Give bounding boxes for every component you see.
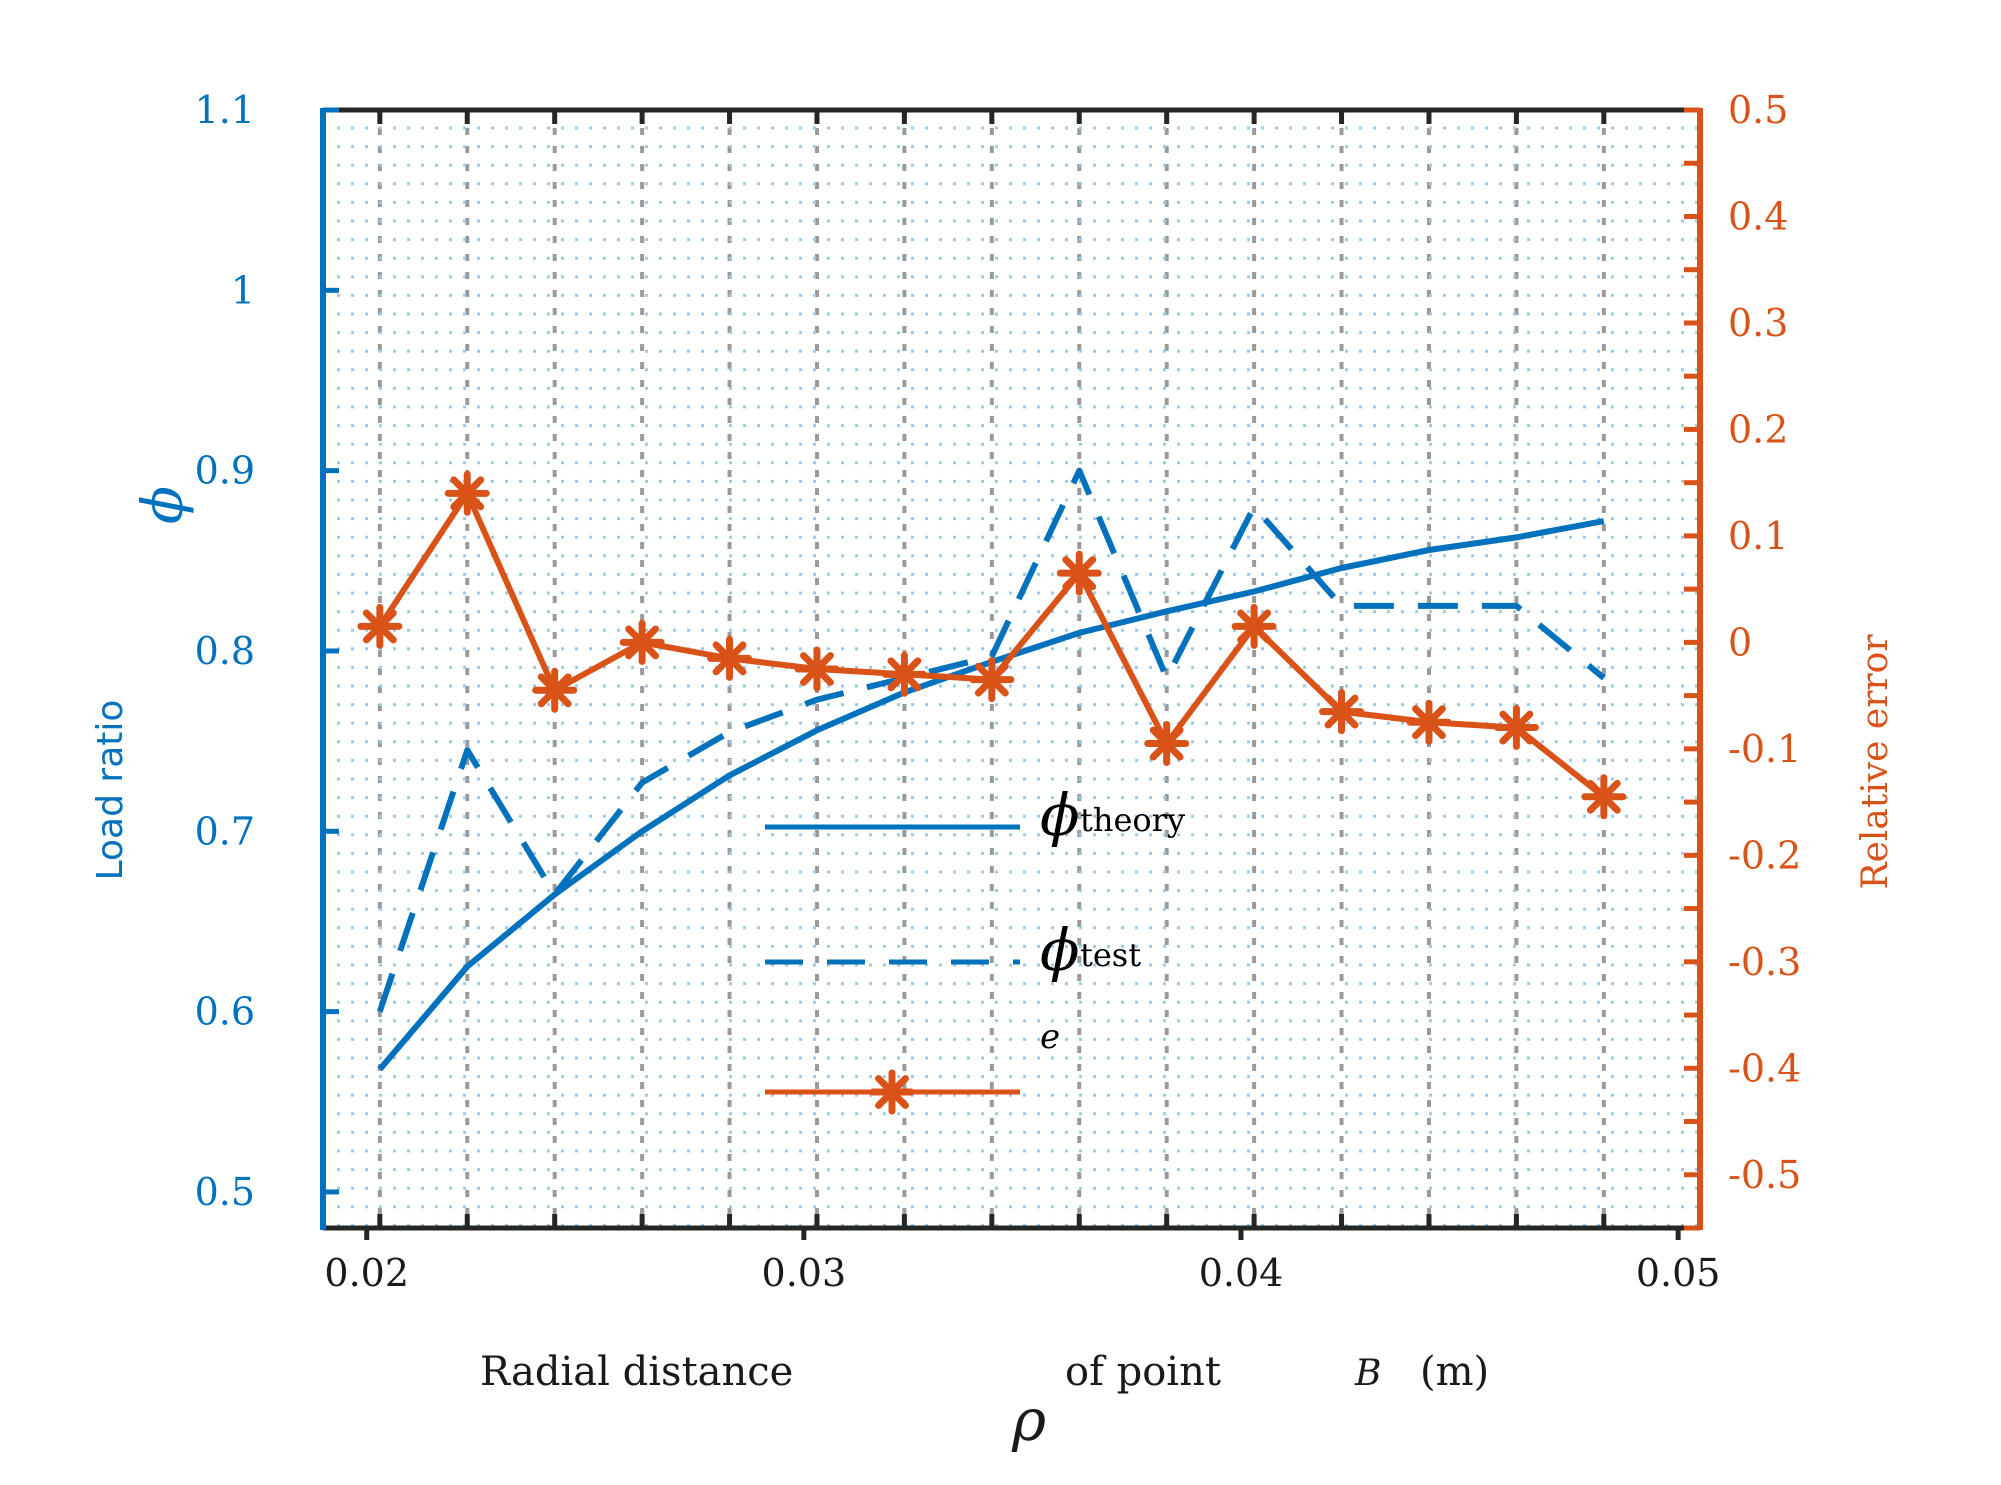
series-point-e bbox=[1319, 689, 1365, 735]
right-tick-label: 0.2 bbox=[1728, 407, 1788, 451]
series-point-e bbox=[1493, 705, 1539, 751]
star-stroke bbox=[1499, 710, 1534, 745]
x-tick-label: 0.04 bbox=[1199, 1251, 1284, 1295]
star-stroke bbox=[625, 625, 660, 660]
series-point-e bbox=[357, 603, 403, 649]
series-point-e bbox=[707, 635, 753, 681]
right-tick-label: 0.1 bbox=[1728, 514, 1788, 558]
grid-lines bbox=[323, 110, 1700, 1228]
legend-label-test: test bbox=[1080, 936, 1141, 974]
star-stroke bbox=[450, 476, 485, 511]
left-tick-label: 0.6 bbox=[195, 990, 255, 1034]
x-tick-label: 0.02 bbox=[324, 1251, 409, 1295]
x-tick-label: 0.03 bbox=[762, 1251, 847, 1295]
right-axis-label: Relative error bbox=[1855, 634, 1896, 890]
xlabel-unit: (m) bbox=[1420, 1349, 1489, 1395]
series-point-e bbox=[1231, 603, 1277, 649]
star-stroke bbox=[1149, 726, 1184, 761]
xlabel-symbol: ρ bbox=[1011, 1386, 1046, 1454]
series-point-e bbox=[969, 657, 1015, 703]
legend-symbol-theory: ϕ bbox=[1040, 781, 1080, 849]
right-tick-label: 0.4 bbox=[1728, 194, 1788, 238]
legend: ϕ theory ϕ test e bbox=[765, 781, 1185, 1115]
series-point-e bbox=[1581, 774, 1627, 820]
left-tick-label: 0.9 bbox=[195, 449, 255, 493]
star-stroke bbox=[1062, 556, 1097, 591]
series-point-e bbox=[1056, 550, 1102, 596]
series-point-e bbox=[619, 619, 665, 665]
star-stroke bbox=[887, 657, 922, 692]
right-tick-label: 0.3 bbox=[1728, 301, 1788, 345]
legend-label-error: e bbox=[1040, 1017, 1060, 1057]
series-layer bbox=[357, 467, 1627, 1072]
right-tick-label: 0.5 bbox=[1728, 88, 1788, 132]
star-stroke bbox=[362, 609, 397, 644]
left-tick-label: 1.1 bbox=[195, 88, 255, 132]
xlabel-point: B bbox=[1354, 1353, 1381, 1394]
right-tick-label: -0.4 bbox=[1728, 1046, 1801, 1090]
left-axis-symbol: ϕ bbox=[131, 486, 196, 524]
xlabel-part2: of point bbox=[1065, 1349, 1221, 1395]
left-tick-label: 0.8 bbox=[195, 629, 255, 673]
legend-symbol-test: ϕ bbox=[1040, 916, 1080, 984]
legend-star-marker bbox=[869, 1069, 915, 1115]
series-point-e bbox=[1406, 699, 1452, 745]
star-stroke bbox=[875, 1075, 909, 1109]
star-stroke bbox=[1324, 694, 1359, 729]
right-tick-label: -0.2 bbox=[1728, 833, 1801, 877]
star-stroke bbox=[712, 641, 747, 676]
series-line-e bbox=[377, 490, 1606, 800]
star-stroke bbox=[800, 652, 834, 686]
right-tick-label: 0 bbox=[1728, 620, 1752, 664]
right-tick-label: -0.5 bbox=[1728, 1153, 1801, 1197]
left-tick-label: 1 bbox=[231, 268, 255, 312]
star-stroke bbox=[974, 662, 1009, 697]
left-tick-label: 0.7 bbox=[195, 809, 255, 853]
legend-marker-error bbox=[869, 1069, 915, 1115]
x-tick-label: 0.05 bbox=[1636, 1251, 1721, 1295]
star-stroke bbox=[1586, 779, 1621, 814]
star-stroke bbox=[537, 673, 572, 708]
series-point-e bbox=[794, 646, 840, 692]
series-point-e bbox=[881, 651, 927, 697]
series-point-e bbox=[444, 470, 490, 516]
axes: 0.02 0.03 0.04 0.05 0.5 0.6 0.7 0.8 0.9 1 1.1 -0.5 -… bbox=[195, 88, 1802, 1295]
series-point-e bbox=[1144, 721, 1190, 767]
legend-label-theory: theory bbox=[1080, 801, 1185, 839]
xlabel-part1: Radial distance bbox=[480, 1349, 793, 1395]
series-line-phi_test bbox=[376, 467, 1606, 1013]
star-stroke bbox=[1412, 705, 1446, 740]
series-point-e bbox=[532, 667, 578, 713]
left-axis-label: Load ratio bbox=[90, 700, 131, 881]
left-tick-label: 0.5 bbox=[195, 1170, 255, 1214]
right-tick-label: -0.3 bbox=[1728, 940, 1801, 984]
star-stroke bbox=[1237, 609, 1272, 644]
right-tick-label: -0.1 bbox=[1728, 727, 1801, 771]
